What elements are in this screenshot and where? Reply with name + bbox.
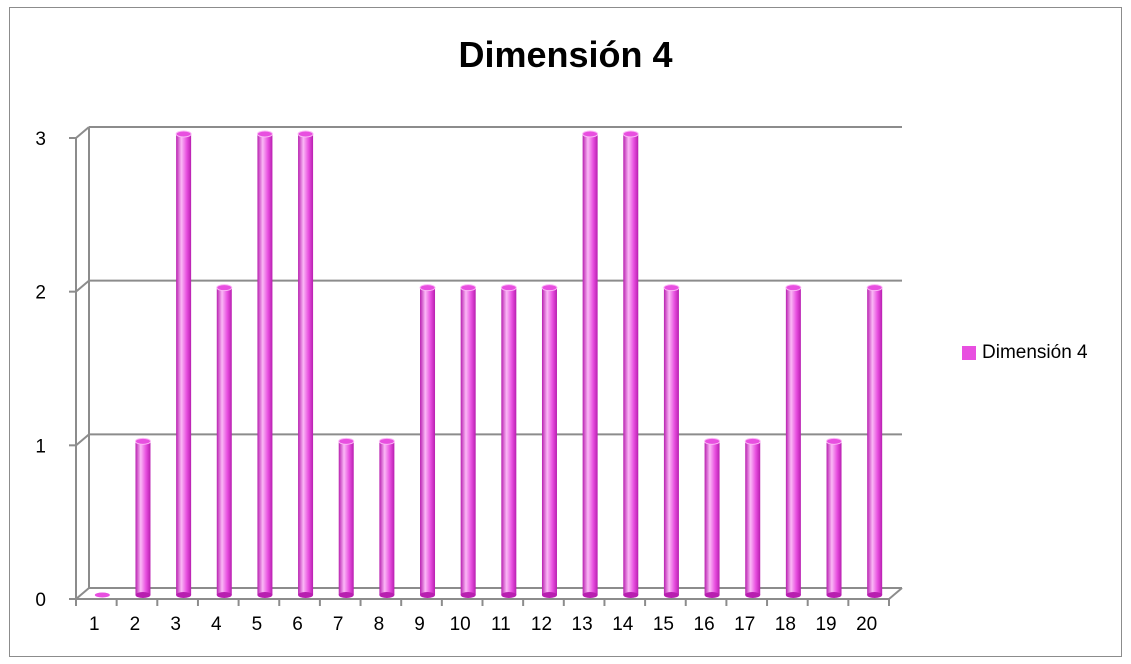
bar-base bbox=[582, 592, 598, 598]
x-tick-label: 20 bbox=[856, 614, 877, 635]
bar-base bbox=[420, 592, 436, 598]
bar-base bbox=[135, 592, 151, 598]
bar-base bbox=[663, 592, 679, 598]
bar bbox=[785, 287, 801, 595]
bar-cap bbox=[297, 130, 314, 138]
bar-base bbox=[379, 592, 395, 598]
bar bbox=[257, 134, 273, 595]
y-tick-label: 3 bbox=[35, 129, 46, 150]
y-tick-label: 1 bbox=[35, 436, 46, 457]
bar-cap bbox=[134, 437, 151, 445]
x-tick-label: 18 bbox=[775, 614, 796, 635]
bar-cap bbox=[460, 284, 477, 292]
bar bbox=[582, 134, 598, 595]
bar-cap bbox=[582, 130, 599, 138]
chart-frame bbox=[9, 7, 1122, 657]
bar-cap bbox=[256, 130, 273, 138]
bar-base bbox=[298, 592, 314, 598]
bar bbox=[663, 287, 679, 595]
bar-cap bbox=[338, 437, 355, 445]
bar-base bbox=[257, 592, 273, 598]
bar-cap bbox=[663, 284, 680, 292]
bar bbox=[460, 287, 476, 595]
legend: Dimensión 4 bbox=[962, 342, 1088, 364]
bar bbox=[867, 287, 883, 595]
bar-cap bbox=[419, 284, 436, 292]
x-tick-label: 2 bbox=[130, 614, 141, 635]
x-tick-label: 4 bbox=[211, 614, 222, 635]
bar bbox=[704, 441, 720, 595]
bar bbox=[420, 287, 436, 595]
bar-base bbox=[541, 592, 557, 598]
y-tick-label: 2 bbox=[35, 283, 46, 304]
legend-swatch bbox=[962, 346, 976, 360]
bar-base bbox=[704, 592, 720, 598]
x-tick-label: 1 bbox=[89, 614, 100, 635]
bar-cap bbox=[500, 284, 517, 292]
x-tick-label: 6 bbox=[292, 614, 303, 635]
gridline-depth bbox=[75, 126, 90, 139]
x-tick-label: 9 bbox=[414, 614, 425, 635]
bar-cap bbox=[175, 130, 192, 138]
bar bbox=[379, 441, 395, 595]
x-tick-label: 13 bbox=[572, 614, 593, 635]
x-tick-label: 5 bbox=[252, 614, 263, 635]
gridline-depth bbox=[75, 279, 90, 293]
chart-title: Dimensión 4 bbox=[458, 34, 673, 75]
bar bbox=[745, 441, 761, 595]
x-tick-label: 7 bbox=[333, 614, 344, 635]
x-tick-label: 10 bbox=[450, 614, 471, 635]
bar bbox=[135, 441, 151, 595]
bar-base bbox=[745, 592, 761, 598]
y-tick-label: 0 bbox=[35, 590, 46, 611]
bar bbox=[501, 287, 517, 595]
legend-label: Dimensión 4 bbox=[982, 342, 1088, 363]
bar-base bbox=[460, 592, 476, 598]
x-tick-label: 17 bbox=[734, 614, 755, 635]
x-tick-label: 3 bbox=[170, 614, 181, 635]
x-axis-depth bbox=[888, 587, 903, 600]
bar bbox=[826, 441, 842, 595]
bar-base bbox=[216, 592, 232, 598]
bar-cap bbox=[541, 284, 558, 292]
gridline-depth bbox=[75, 433, 90, 447]
bar bbox=[298, 134, 314, 595]
bar-zero bbox=[94, 592, 110, 598]
bar-cap bbox=[704, 437, 721, 445]
bar bbox=[216, 287, 232, 595]
x-tick-label: 15 bbox=[653, 614, 674, 635]
bar bbox=[541, 287, 557, 595]
bar-cap bbox=[744, 437, 761, 445]
bar-cap bbox=[866, 284, 883, 292]
bar-cap bbox=[216, 284, 233, 292]
x-tick-label: 16 bbox=[694, 614, 715, 635]
bar-cap bbox=[622, 130, 639, 138]
bar-base bbox=[501, 592, 517, 598]
x-tick-label: 11 bbox=[491, 614, 511, 635]
x-tick-label: 14 bbox=[612, 614, 634, 635]
bar-base bbox=[338, 592, 354, 598]
bar-base bbox=[826, 592, 842, 598]
bar bbox=[623, 134, 639, 595]
bar-base bbox=[176, 592, 192, 598]
bar-base bbox=[785, 592, 801, 598]
bar-cap bbox=[826, 437, 843, 445]
bar-base bbox=[867, 592, 883, 598]
bar bbox=[338, 441, 354, 595]
gridline-depth bbox=[75, 587, 90, 600]
bar-base bbox=[623, 592, 639, 598]
bar-cap bbox=[378, 437, 395, 445]
bar bbox=[176, 134, 192, 595]
x-tick-label: 19 bbox=[815, 614, 836, 635]
x-tick-label: 12 bbox=[531, 614, 552, 635]
x-tick-label: 8 bbox=[374, 614, 385, 635]
bar-cap bbox=[785, 284, 802, 292]
